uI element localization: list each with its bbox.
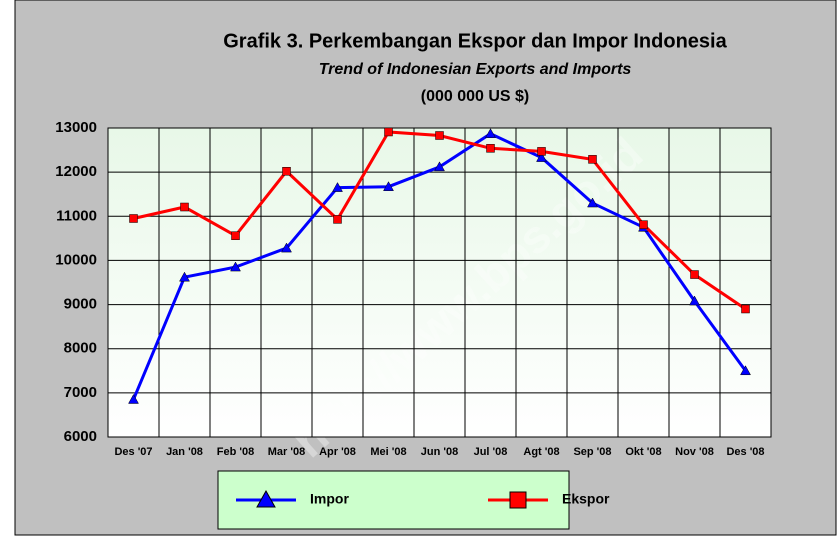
point-marker [332, 182, 343, 192]
legend-label: Ekspor [562, 491, 610, 507]
x-tick-label: Jan '08 [166, 446, 203, 458]
point-marker [383, 181, 394, 191]
y-tick-label: 12000 [55, 163, 97, 180]
x-tick-label: Des '08 [726, 446, 764, 458]
point-marker [588, 155, 597, 164]
point-marker [230, 261, 241, 272]
point-marker [231, 231, 240, 240]
x-tick-label: Sep '08 [573, 446, 611, 458]
legend-marker [256, 489, 276, 508]
point-marker [179, 271, 190, 282]
x-tick-label: Nov '08 [675, 446, 714, 458]
x-tick-label: Des '07 [114, 446, 152, 458]
point-marker [587, 197, 598, 208]
x-tick-label: Feb '08 [217, 446, 254, 458]
x-tick-label: Okt '08 [625, 446, 661, 458]
chart-subtitle: Trend of Indonesian Exports and Imports [319, 61, 632, 78]
point-marker [129, 214, 138, 223]
y-tick-label: 10000 [55, 251, 97, 268]
x-tick-label: Agt '08 [523, 446, 559, 458]
point-marker [333, 215, 342, 224]
y-tick-label: 13000 [55, 119, 97, 136]
point-marker [384, 127, 393, 137]
y-tick-label: 8000 [64, 340, 97, 357]
x-tick-label: Jun '08 [421, 446, 458, 458]
point-marker [690, 270, 699, 279]
point-marker [689, 295, 700, 306]
point-marker [537, 147, 546, 156]
point-marker [435, 131, 444, 140]
point-marker [180, 202, 189, 212]
point-marker [485, 128, 496, 138]
unit-label: (000 000 US $) [421, 88, 530, 105]
y-tick-label: 7000 [64, 384, 97, 401]
point-marker [639, 220, 648, 229]
y-tick-label: 6000 [64, 428, 97, 445]
x-tick-label: Mei '08 [370, 446, 406, 458]
y-tick-label: 9000 [64, 296, 97, 313]
point-marker [128, 393, 139, 404]
point-marker [282, 167, 291, 176]
x-tick-label: Mar '08 [268, 446, 305, 458]
plot-area [107, 127, 772, 438]
point-marker [486, 144, 495, 153]
point-marker [741, 304, 750, 314]
x-tick-label: Jul '08 [474, 446, 508, 458]
point-marker [536, 152, 547, 162]
chart-title: Grafik 3. Perkembangan Ekspor dan Impor … [223, 30, 727, 52]
point-marker [281, 242, 292, 253]
point-marker [434, 161, 445, 172]
legend-label: Impor [310, 491, 349, 507]
x-tick-label: Apr '08 [319, 446, 356, 458]
legend-marker [509, 491, 527, 509]
point-marker [740, 365, 751, 376]
y-tick-label: 11000 [56, 207, 97, 224]
